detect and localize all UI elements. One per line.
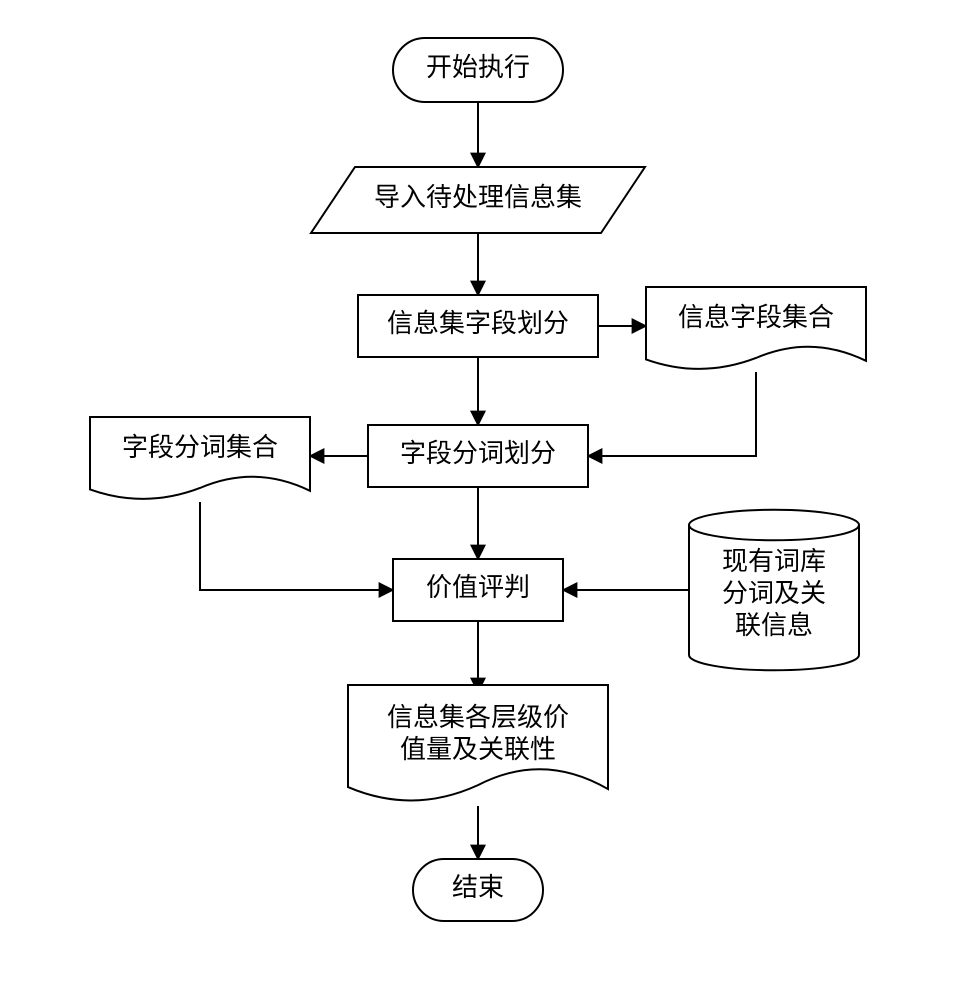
svg-text:联信息: 联信息 (735, 611, 813, 640)
svg-text:导入待处理信息集: 导入待处理信息集 (374, 183, 582, 212)
node-fieldSet: 信息字段集合 (646, 287, 866, 369)
node-evaluate: 价值评判 (393, 559, 563, 621)
node-wordSplit: 字段分词划分 (368, 425, 588, 487)
node-end: 结束 (413, 859, 543, 921)
node-import: 导入待处理信息集 (311, 167, 645, 233)
svg-text:字段分词划分: 字段分词划分 (400, 439, 556, 468)
node-fieldSplit: 信息集字段划分 (358, 295, 598, 357)
svg-text:信息集字段划分: 信息集字段划分 (387, 309, 569, 338)
node-wordSet: 字段分词集合 (90, 417, 310, 499)
svg-text:分词及关: 分词及关 (722, 579, 826, 608)
svg-text:结束: 结束 (452, 873, 504, 902)
nodes-layer: 开始执行导入待处理信息集信息集字段划分 信息字段集合字段分词划分 字段分词集合价值评… (90, 38, 866, 921)
edge-wordSet-evaluate (200, 502, 393, 590)
node-lexicon: 现有词库分词及关联信息 (689, 510, 859, 671)
flowchart-canvas: 开始执行导入待处理信息集信息集字段划分 信息字段集合字段分词划分 字段分词集合价值评… (0, 0, 957, 1000)
edge-fieldSet-wordSplit (588, 372, 756, 456)
svg-text:字段分词集合: 字段分词集合 (122, 433, 278, 462)
svg-text:价值评判: 价值评判 (426, 573, 530, 602)
svg-text:信息字段集合: 信息字段集合 (678, 303, 834, 332)
svg-text:开始执行: 开始执行 (426, 53, 530, 82)
svg-text:信息集各层级价: 信息集各层级价 (387, 703, 569, 732)
svg-text:现有词库: 现有词库 (722, 547, 826, 576)
node-start: 开始执行 (393, 38, 563, 102)
node-output: 信息集各层级价值量及关联性 (348, 685, 608, 800)
svg-text:值量及关联性: 值量及关联性 (400, 735, 556, 764)
